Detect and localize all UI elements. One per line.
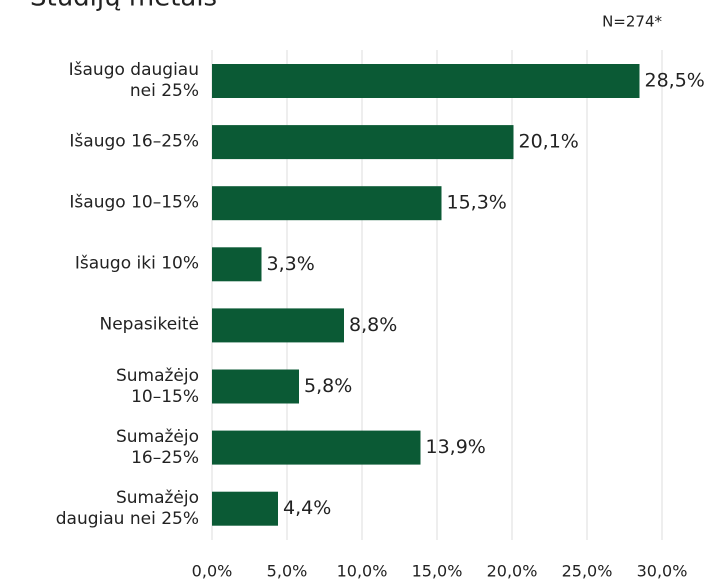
x-tick-label: 20,0% <box>487 562 538 579</box>
x-tick-label: 30,0% <box>637 562 688 579</box>
category-label: Sumažėjo 10–15% <box>115 365 199 407</box>
x-tick-label: 10,0% <box>337 562 388 579</box>
value-label: 4,4% <box>283 497 331 519</box>
bar <box>212 430 421 465</box>
category-label: Išaugo 16–25% <box>69 131 199 152</box>
value-label: 28,5% <box>645 70 705 92</box>
value-label: 3,3% <box>267 253 315 275</box>
category-label: Sumažėjo 16–25% <box>115 426 199 468</box>
value-label: 20,1% <box>519 131 579 153</box>
category-label: Išaugo daugiau nei 25% <box>68 60 199 101</box>
value-label: 5,8% <box>304 375 352 397</box>
x-tick-label: 25,0% <box>562 562 613 579</box>
bar <box>212 125 514 160</box>
sample-note: N=274* <box>602 13 662 31</box>
value-label: 13,9% <box>426 436 486 458</box>
x-tick-label: 15,0% <box>412 562 463 579</box>
bar <box>212 247 262 282</box>
category-label: Išaugo 10–15% <box>69 192 199 213</box>
x-tick-label: 5,0% <box>267 562 308 579</box>
chart-title: Studijų metais <box>30 0 217 13</box>
category-label: Sumažėjo daugiau nei 25% <box>55 487 199 529</box>
category-label: Išaugo iki 10% <box>74 253 199 274</box>
bar <box>212 308 344 343</box>
x-tick-label: 0,0% <box>192 562 233 579</box>
bar <box>212 369 299 404</box>
value-label: 15,3% <box>447 192 507 214</box>
category-label: Nepasikeitė <box>99 314 199 335</box>
value-label: 8,8% <box>349 314 397 336</box>
bar <box>212 64 640 98</box>
bar <box>212 186 442 221</box>
bar <box>212 491 278 526</box>
